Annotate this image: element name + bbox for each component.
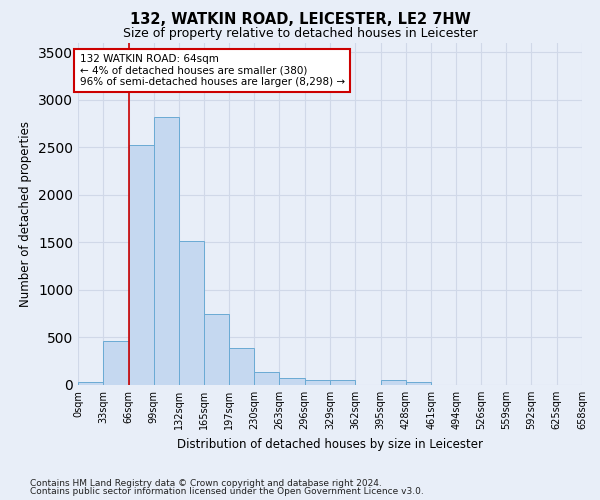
Bar: [205, 314, 229, 385]
Text: Size of property relative to detached houses in Leicester: Size of property relative to detached ho…: [122, 28, 478, 40]
Bar: [305, 380, 330, 385]
Bar: [280, 378, 305, 385]
Bar: [330, 380, 355, 385]
Bar: [128, 145, 154, 385]
Text: 132 WATKIN ROAD: 64sqm
← 4% of detached houses are smaller (380)
96% of semi-det: 132 WATKIN ROAD: 64sqm ← 4% of detached …: [80, 54, 344, 87]
Bar: [254, 372, 280, 385]
Text: Contains public sector information licensed under the Open Government Licence v3: Contains public sector information licen…: [30, 487, 424, 496]
Bar: [78, 382, 103, 385]
Bar: [229, 348, 254, 385]
Y-axis label: Number of detached properties: Number of detached properties: [19, 120, 32, 306]
Bar: [154, 116, 179, 385]
Bar: [103, 341, 128, 385]
Bar: [179, 242, 205, 385]
X-axis label: Distribution of detached houses by size in Leicester: Distribution of detached houses by size …: [177, 438, 483, 450]
Bar: [406, 382, 431, 385]
Text: Contains HM Land Registry data © Crown copyright and database right 2024.: Contains HM Land Registry data © Crown c…: [30, 479, 382, 488]
Text: 132, WATKIN ROAD, LEICESTER, LE2 7HW: 132, WATKIN ROAD, LEICESTER, LE2 7HW: [130, 12, 470, 28]
Bar: [380, 380, 406, 385]
